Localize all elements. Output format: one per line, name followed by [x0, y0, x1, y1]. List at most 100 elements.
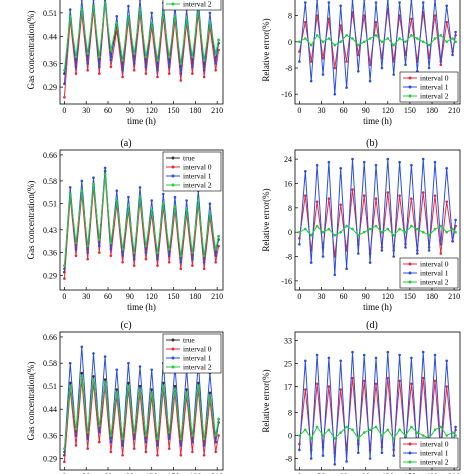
legend-marker-interval-0 [408, 76, 412, 80]
y-axis-label: Relative error(%) [261, 369, 271, 432]
legend-marker-interval-2 [171, 365, 175, 369]
data-point-interval-2 [309, 233, 313, 237]
data-point-interval-2 [121, 248, 124, 251]
x-tick-label: 150 [404, 292, 416, 301]
data-point-interval-2 [439, 224, 443, 228]
data-point-interval-0 [386, 191, 390, 194]
plot-frame [294, 149, 461, 291]
data-point-interval-1 [398, 1, 401, 4]
data-point-interval-2 [333, 437, 337, 440]
data-point-true [185, 388, 188, 391]
data-point-interval-1 [433, 353, 437, 357]
data-point-interval-2 [454, 230, 457, 234]
data-point-interval-2 [321, 434, 325, 437]
data-point-interval-2 [63, 69, 66, 72]
data-point-interval-0 [144, 257, 148, 261]
data-point-interval-0 [445, 20, 449, 24]
data-point-true [197, 381, 200, 385]
data-point-interval-1 [451, 53, 454, 57]
data-point-interval-2 [214, 434, 217, 437]
data-point-interval-2 [427, 43, 431, 47]
data-point-interval-2 [197, 384, 200, 388]
data-point-interval-1 [121, 444, 124, 447]
data-point-interval-1 [380, 249, 384, 252]
data-point-interval-1 [421, 350, 425, 354]
data-point-interval-2 [179, 254, 183, 258]
data-point-interval-0 [410, 197, 413, 200]
data-point-interval-0 [121, 261, 124, 264]
data-point-interval-1 [333, 463, 337, 466]
data-point-interval-0 [321, 56, 325, 60]
data-point-interval-1 [109, 440, 113, 444]
data-point-interval-2 [132, 430, 136, 434]
legend-label: interval 0 [183, 345, 212, 354]
data-point-interval-2 [309, 437, 313, 440]
data-point-interval-0 [362, 379, 366, 383]
data-point-interval-1 [202, 69, 206, 72]
data-point-interval-2 [92, 378, 95, 381]
x-tick-label: 120 [146, 472, 158, 474]
data-point-interval-2 [202, 58, 206, 62]
y-axis-label: Relative error(%) [261, 188, 271, 251]
data-point-interval-2 [98, 55, 101, 59]
x-tick-label: 30 [82, 472, 90, 474]
data-point-interval-0 [74, 444, 78, 447]
data-point-interval-2 [368, 227, 372, 231]
y-tick-label: 0 [288, 228, 292, 237]
data-point-interval-1 [80, 179, 84, 183]
data-point-interval-2 [156, 251, 159, 254]
data-point-interval-1 [92, 352, 95, 355]
data-point-interval-0 [433, 379, 437, 383]
data-point-interval-0 [144, 72, 148, 75]
data-point-interval-2 [74, 55, 78, 59]
data-point-interval-2 [304, 37, 307, 40]
y-tick-label: 0.29 [43, 271, 57, 280]
data-point-interval-1 [68, 186, 72, 189]
data-point-interval-1 [98, 65, 101, 69]
x-tick-label: 30 [318, 292, 326, 301]
data-point-interval-2 [86, 430, 89, 434]
data-point-interval-2 [202, 437, 206, 441]
x-tick-label: 60 [340, 472, 348, 474]
data-point-interval-1 [68, 8, 72, 11]
data-point-true [208, 391, 212, 395]
data-point-interval-2 [138, 195, 142, 199]
data-point-interval-2 [398, 227, 401, 231]
data-point-interval-1 [368, 261, 372, 264]
data-point-interval-0 [315, 200, 319, 203]
data-point-interval-2 [327, 37, 331, 40]
y-tick-label: 33 [284, 337, 292, 346]
data-point-interval-0 [167, 261, 171, 264]
legend-marker-interval-2 [171, 183, 175, 187]
x-tick-label: 120 [382, 106, 394, 115]
series-line-interval-2 [63, 376, 220, 449]
data-point-interval-1 [132, 257, 136, 261]
data-point-interval-1 [315, 353, 319, 357]
data-point-interval-1 [202, 444, 206, 447]
data-point-interval-0 [74, 254, 78, 258]
y-tick-label: 8 [288, 409, 292, 418]
data-point-true [80, 371, 84, 375]
data-point-interval-2 [167, 430, 171, 434]
data-point-interval-1 [427, 249, 431, 252]
legend-label: interval 1 [420, 449, 449, 458]
data-point-interval-0 [63, 96, 66, 99]
x-tick-label: 210 [448, 472, 460, 474]
data-point-interval-0 [304, 388, 307, 391]
data-point-interval-0 [179, 453, 183, 457]
data-point-interval-2 [63, 447, 66, 450]
data-point-interval-1 [214, 440, 217, 444]
data-point-interval-0 [339, 24, 343, 27]
data-point-interval-1 [380, 66, 384, 70]
data-point-interval-1 [214, 62, 217, 65]
data-point-interval-1 [86, 251, 89, 254]
data-point-interval-0 [374, 382, 378, 386]
y-tick-label: 0.36 [43, 249, 57, 258]
data-point-interval-0 [374, 197, 378, 200]
data-point-interval-2 [86, 52, 89, 55]
data-point-interval-1 [109, 58, 113, 62]
y-tick-label: 0.51 [43, 382, 57, 391]
data-point-interval-2 [374, 224, 378, 228]
data-point-interval-1 [214, 254, 217, 258]
